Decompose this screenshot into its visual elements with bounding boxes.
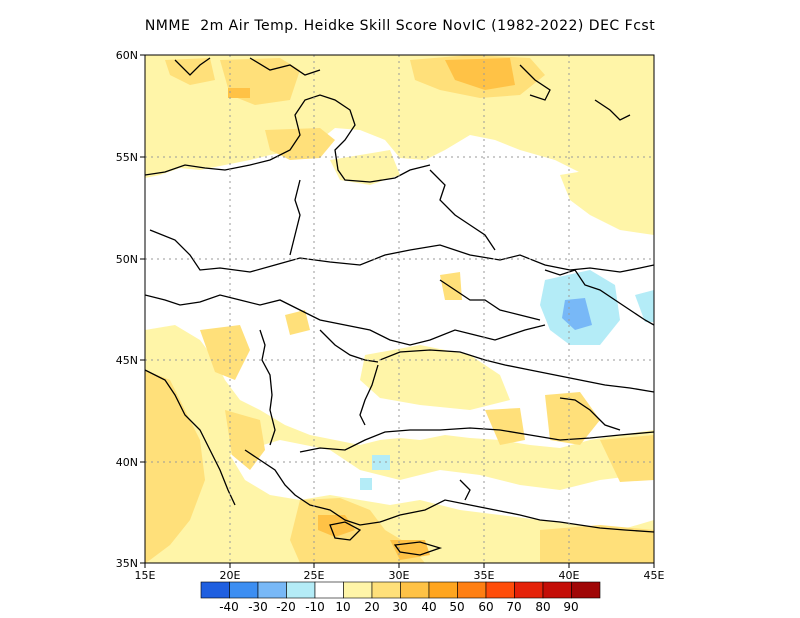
colorbar-label: 40 — [421, 600, 436, 614]
lat-tick-label: 35N — [116, 557, 138, 570]
colorbar-label: 20 — [364, 600, 379, 614]
field-north-30c — [165, 58, 215, 85]
colorbar: -40 -30 -20 -10 10 20 30 40 50 60 70 80 … — [200, 581, 601, 614]
colorbar-swatch — [314, 581, 344, 599]
field-adriatic-b — [225, 410, 265, 470]
skill-field — [145, 55, 654, 563]
lat-tick-label: 55N — [116, 151, 138, 164]
colorbar-swatch — [571, 581, 601, 599]
field-south-30 — [145, 370, 205, 563]
field-east-patch — [560, 165, 654, 235]
lat-tick-labels: 35N 40N 45N 50N 55N 60N — [116, 49, 138, 570]
colorbar-swatch — [371, 581, 401, 599]
lon-tick-label: 20E — [220, 569, 241, 582]
colorbar-swatch — [428, 581, 458, 599]
field-small-2 — [440, 272, 462, 300]
colorbar-label: 10 — [335, 600, 350, 614]
field-balkan-white — [230, 440, 654, 530]
colorbar-label: 70 — [506, 600, 521, 614]
field-baltic — [265, 128, 335, 160]
colorbar-label: 90 — [563, 600, 578, 614]
lat-tick-label: 45N — [116, 354, 138, 367]
colorbar-label: -30 — [248, 600, 268, 614]
colorbar-swatch — [485, 581, 515, 599]
field-turkey-30 — [485, 408, 525, 445]
colorbar-label: 50 — [449, 600, 464, 614]
field-north-40b — [228, 88, 250, 98]
lon-tick-label: 30E — [389, 569, 410, 582]
field-aegean — [290, 498, 425, 563]
map-title: NMME 2m Air Temp. Heidke Skill Score Nov… — [144, 18, 656, 34]
field-negative-10d — [360, 478, 372, 490]
colorbar-label: -10 — [305, 600, 325, 614]
lon-tick-label: 40E — [559, 569, 580, 582]
colorbar-label: -20 — [276, 600, 296, 614]
lon-tick-label: 15E — [135, 569, 156, 582]
coastlines — [145, 57, 654, 556]
colorbar-label: -40 — [219, 600, 239, 614]
colorbar-swatch — [286, 581, 316, 599]
colorbar-swatch — [229, 581, 259, 599]
colorbar-label: 60 — [478, 600, 493, 614]
lon-tick-labels: 15E 20E 25E 30E 35E 40E 45E — [135, 569, 665, 582]
field-north-40 — [445, 58, 515, 90]
field-adriatic — [200, 325, 250, 380]
lat-tick-label: 60N — [116, 49, 138, 62]
axis-ticks — [140, 54, 655, 568]
colorbar-label: 30 — [392, 600, 407, 614]
colorbar-label: 80 — [535, 600, 550, 614]
lon-tick-label: 45E — [644, 569, 665, 582]
field-north-lobe — [330, 150, 400, 185]
colorbar-swatch — [400, 581, 430, 599]
lat-tick-label: 40N — [116, 456, 138, 469]
field-turkey-30b — [545, 392, 600, 445]
field-black-sea — [360, 345, 510, 410]
colorbar-swatch — [257, 581, 287, 599]
field-negative-20 — [562, 298, 592, 330]
lon-tick-label: 25E — [304, 569, 325, 582]
field-negative-10b — [635, 290, 654, 322]
lon-tick-label: 35E — [474, 569, 495, 582]
lat-tick-label: 50N — [116, 253, 138, 266]
colorbar-swatches — [200, 581, 601, 599]
colorbar-labels: -40 -30 -20 -10 10 20 30 40 50 60 70 80 … — [219, 600, 578, 614]
colorbar-swatch — [343, 581, 373, 599]
colorbar-swatch — [200, 581, 230, 599]
colorbar-swatch — [542, 581, 572, 599]
graticule — [145, 55, 654, 563]
colorbar-swatch — [514, 581, 544, 599]
field-small-1 — [285, 310, 310, 335]
colorbar-swatch — [457, 581, 487, 599]
field-east-30 — [600, 435, 654, 482]
